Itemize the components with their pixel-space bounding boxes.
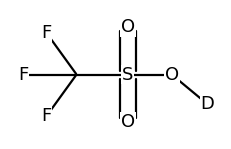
Text: O: O xyxy=(164,66,178,83)
Text: F: F xyxy=(41,24,51,42)
Text: D: D xyxy=(200,95,214,113)
Text: O: O xyxy=(120,18,134,36)
Text: S: S xyxy=(121,66,133,83)
Text: O: O xyxy=(120,113,134,131)
Text: F: F xyxy=(18,66,28,83)
Text: F: F xyxy=(41,107,51,125)
